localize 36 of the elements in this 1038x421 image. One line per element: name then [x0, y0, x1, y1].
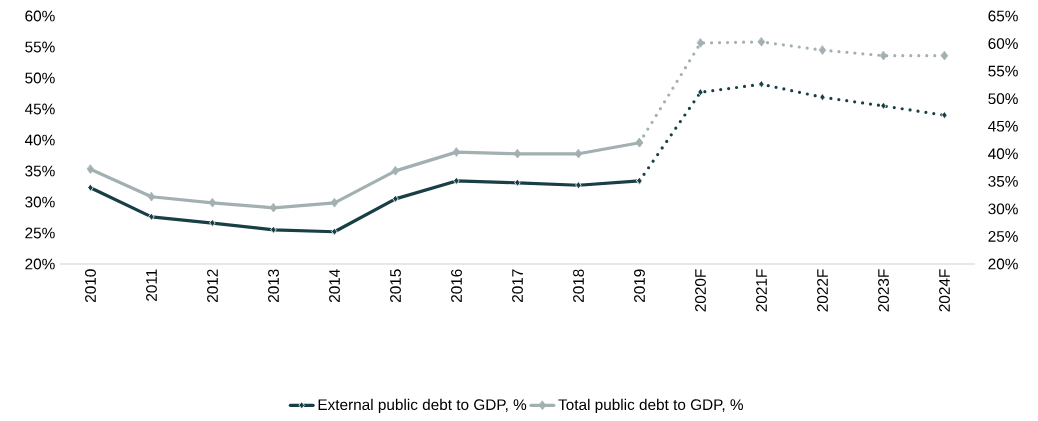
x-tick-label: 2019	[634, 269, 645, 303]
x-tick-label: 2024F	[939, 269, 950, 312]
x-tick-label: 2010	[85, 269, 96, 303]
y2-tick-label: 45%	[988, 120, 1018, 132]
x-tick-label: 2014	[329, 269, 340, 303]
y2-tick-label: 25%	[988, 231, 1018, 242]
x-tick-label: 2022F	[817, 269, 828, 312]
x-tick-label: 2020F	[695, 269, 706, 312]
y2-tick-label: 65%	[988, 10, 1018, 22]
y2-tick-label: 40%	[988, 148, 1018, 160]
x-tick-label: 2017	[512, 269, 523, 303]
x-tick-label: 2023F	[878, 269, 889, 312]
y-tick-label: 30%	[25, 196, 55, 208]
y2-tick-label: 50%	[988, 93, 1018, 105]
y2-tick-label: 30%	[988, 203, 1018, 215]
y-tick-label: 40%	[24, 134, 55, 146]
y2-tick-label: 55%	[988, 65, 1018, 77]
y-tick-label: 35%	[25, 165, 55, 177]
legend-label: Total public debt to GDP, %	[558, 398, 744, 414]
x-tick-label: 2015	[390, 269, 401, 303]
x-tick-label: 2016	[451, 269, 462, 303]
x-tick-label: 2011	[146, 269, 157, 301]
y-tick-label: 60%	[25, 10, 55, 22]
x-tick-label: 2021F	[756, 269, 767, 312]
x-tick-label: 2018	[573, 269, 584, 303]
y2-tick-label: 20%	[988, 258, 1018, 270]
y-tick-label: 25%	[25, 227, 55, 239]
x-tick-label: 2013	[268, 269, 279, 303]
legend-label: External public debt to GDP, %	[318, 398, 527, 414]
y-tick-label: 20%	[25, 258, 55, 270]
y-tick-label: 55%	[25, 41, 55, 53]
y2-tick-label: 60%	[988, 38, 1018, 49]
y2-tick-label: 35%	[988, 175, 1018, 187]
y-tick-label: 45%	[24, 103, 55, 115]
y-tick-label: 50%	[25, 72, 55, 84]
x-tick-label: 2012	[207, 269, 218, 303]
